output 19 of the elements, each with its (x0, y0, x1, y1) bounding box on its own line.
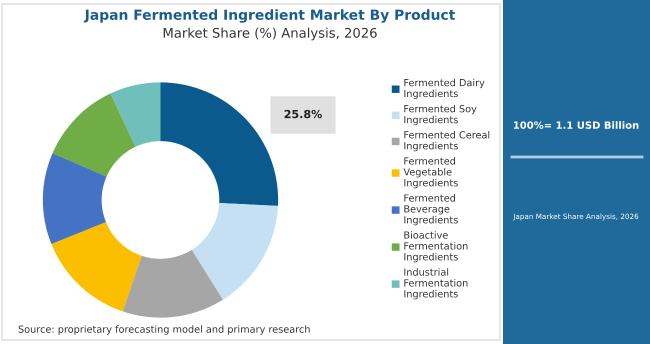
chart-subtitle: Market Share (%) Analysis, 2026 (164, 28, 377, 40)
legend-label: Industrial Fermentation Ingredients (404, 268, 468, 300)
donut-slice (160, 82, 278, 206)
legend-label: Fermented Soy Ingredients (404, 104, 477, 126)
donut-slice (52, 94, 136, 177)
legend-label: Fermented Beverage Ingredients (404, 194, 458, 226)
source-note: Source: proprietary forecasting model and primary research (18, 325, 310, 335)
donut-slice (122, 250, 223, 318)
text: 100%= 1.1 USD Billion (514, 121, 638, 129)
donut-slice (192, 202, 278, 300)
chart-title: Japan Fermented Ingredient Market By Product (84, 9, 456, 23)
donut-slice (42, 153, 107, 244)
donut-slice (51, 222, 142, 312)
data-label: 25.8% (284, 110, 322, 118)
donut-slice (110, 82, 160, 147)
legend-label: Fermented Vegetable Ingredients (403, 157, 458, 188)
legend-label: Fermented Cereal Ingredients (404, 131, 490, 152)
legend-label: Bioactive Fermentation Ingredients (404, 231, 468, 262)
legend-label: Fermented Dairy Ingredients (404, 78, 485, 100)
